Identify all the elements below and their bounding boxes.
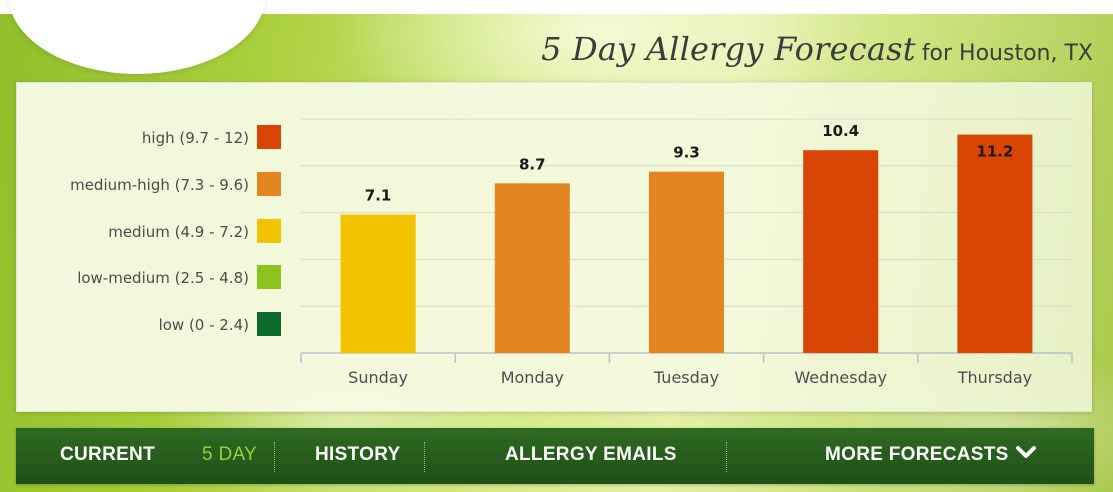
nav-more-forecasts-label: MORE FORECASTS: [825, 444, 1009, 466]
legend-item-medium: medium (4.9 - 7.2): [17, 219, 287, 245]
bar-chart: 7.1 Sunday 8.7 Monday 9.3 Tuesday 10.4 Wednesda…: [300, 118, 1073, 387]
legend-label: medium (4.9 - 7.2): [108, 223, 249, 241]
chevron-down-icon: [1015, 444, 1037, 466]
chart-legend: high (9.7 - 12) medium-high (7.3 - 9.6) …: [17, 83, 287, 413]
x-tick-label: Tuesday: [653, 368, 719, 387]
nav-divider: [274, 442, 275, 472]
nav-5-day[interactable]: 5 DAY: [202, 444, 258, 465]
data-label: 10.4: [822, 122, 859, 140]
nav-current[interactable]: CURRENT: [60, 444, 155, 465]
legend-label: low-medium (2.5 - 4.8): [77, 269, 249, 287]
forecast-panel: high (9.7 - 12) medium-high (7.3 - 9.6) …: [16, 82, 1092, 412]
x-tick-label: Wednesday: [794, 368, 887, 387]
nav-allergy-emails[interactable]: ALLERGY EMAILS: [505, 444, 677, 465]
legend-label: medium-high (7.3 - 9.6): [70, 176, 249, 194]
nav-more-forecasts[interactable]: MORE FORECASTS: [825, 444, 1037, 466]
legend-swatch-low: [257, 312, 281, 336]
legend-swatch-low-medium: [257, 265, 281, 289]
bar-wednesday: [803, 150, 879, 353]
page-title-location: for Houston, TX: [921, 41, 1093, 66]
legend-item-medium-high: medium-high (7.3 - 9.6): [17, 172, 287, 198]
data-label: 9.3: [673, 144, 700, 162]
forecast-nav: CURRENT 5 DAY HISTORY ALLERGY EMAILS MOR…: [16, 428, 1094, 484]
legend-label: low (0 - 2.4): [158, 316, 249, 334]
page-title-main: 5 Day Allergy Forecast: [541, 30, 916, 68]
x-tick-label: Thursday: [957, 368, 1032, 387]
top-strip: [0, 0, 1113, 14]
nav-divider: [726, 442, 727, 472]
x-tick-label: Sunday: [348, 368, 408, 387]
legend-item-low: low (0 - 2.4): [17, 312, 287, 338]
legend-swatch-medium: [257, 219, 281, 243]
data-label: 11.2: [976, 143, 1013, 161]
bar-sunday: [340, 214, 416, 353]
legend-item-high: high (9.7 - 12): [17, 125, 287, 151]
nav-divider: [424, 442, 425, 472]
data-label: 8.7: [519, 155, 546, 173]
legend-swatch-high: [257, 125, 281, 149]
legend-item-low-medium: low-medium (2.5 - 4.8): [17, 265, 287, 291]
bar-monday: [494, 183, 570, 353]
nav-history[interactable]: HISTORY: [315, 444, 401, 465]
legend-label: high (9.7 - 12): [141, 129, 249, 147]
bar-tuesday: [649, 171, 724, 353]
data-label: 7.1: [365, 187, 392, 205]
bar-thursday: [957, 134, 1033, 353]
legend-swatch-medium-high: [257, 172, 281, 196]
x-tick-label: Monday: [501, 368, 564, 387]
page-title: 5 Day Allergy Forecast for Houston, TX: [541, 30, 1093, 68]
